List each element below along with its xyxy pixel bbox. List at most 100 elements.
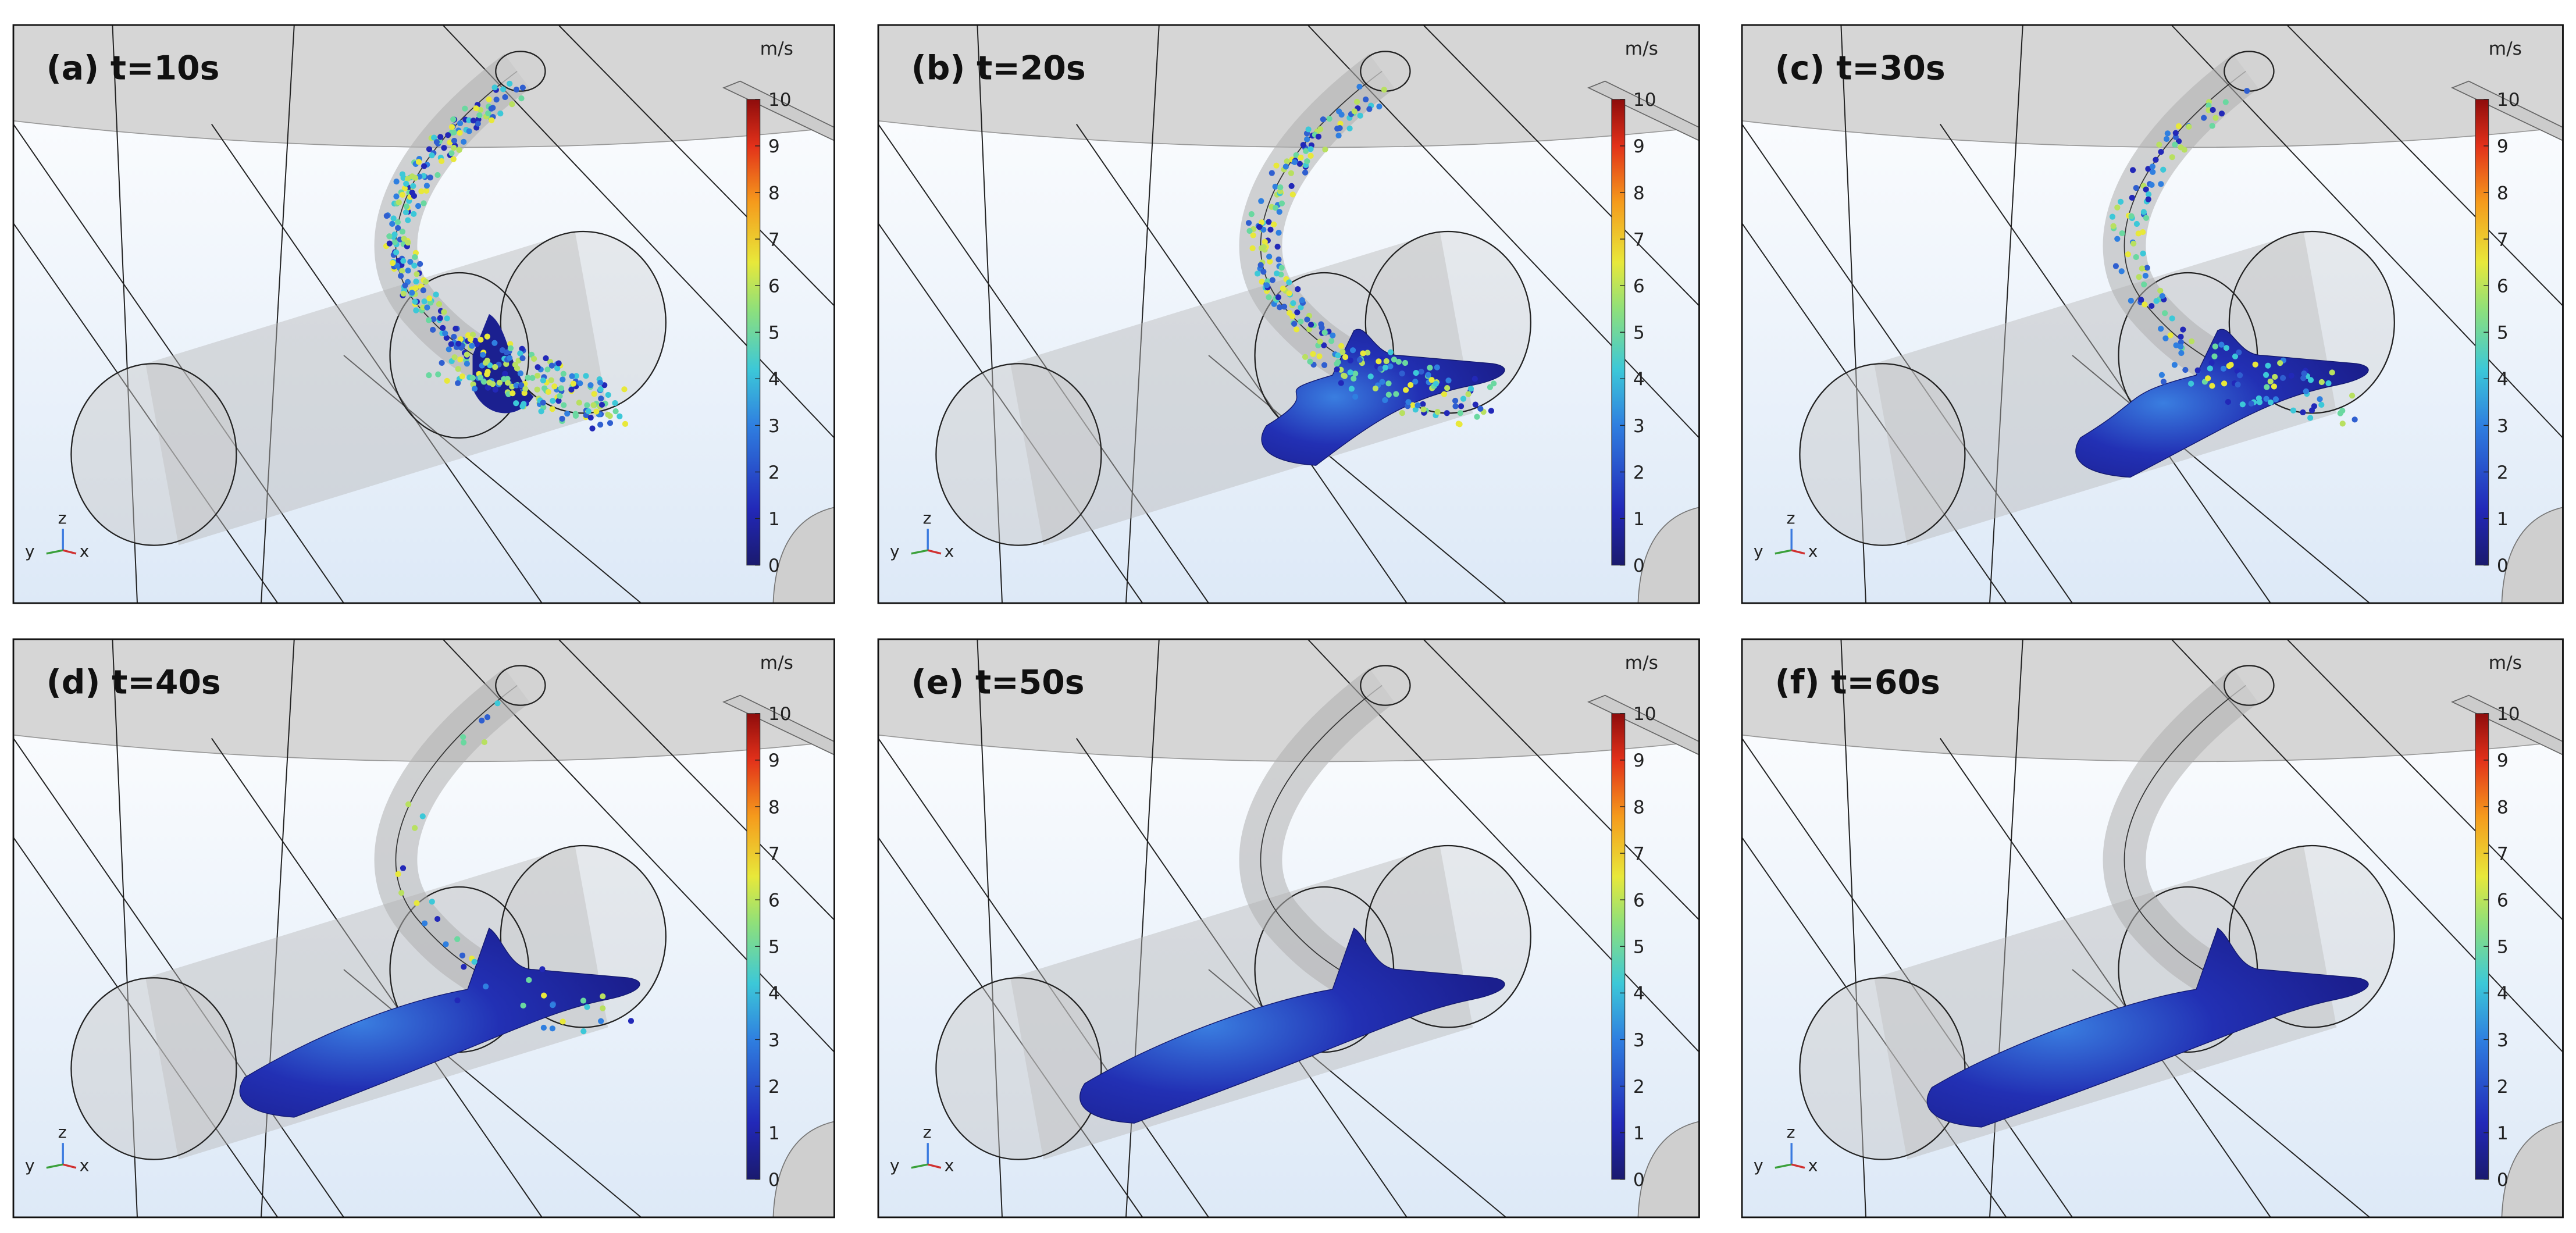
particle (2112, 263, 2119, 269)
colorbar-tick-label: 0 (2497, 555, 2509, 576)
particle (2139, 265, 2145, 272)
particle (393, 249, 400, 256)
particle (2163, 136, 2170, 142)
particle (2140, 229, 2146, 236)
particle (2225, 398, 2231, 405)
colorbar-tick-label: 7 (1633, 843, 1645, 864)
frame-line (878, 737, 1209, 1218)
particle (484, 714, 491, 721)
particle (1366, 106, 1373, 112)
particle (2178, 343, 2184, 350)
particle (448, 341, 454, 347)
particle (444, 377, 450, 384)
particle (398, 273, 404, 279)
particle (2307, 377, 2314, 383)
particle (394, 262, 400, 269)
particle (1420, 406, 1427, 413)
particle (1317, 338, 1323, 345)
particle (1474, 414, 1480, 420)
particle (450, 116, 457, 123)
frame-line (13, 837, 279, 1218)
particle (2308, 407, 2315, 414)
corner-shape (772, 1121, 835, 1218)
particle (2256, 399, 2263, 405)
colorbar-tick-label: 3 (2497, 416, 2509, 437)
particle (448, 124, 455, 130)
axis-label: y (25, 1156, 35, 1175)
colorbar-tick-label: 5 (2497, 323, 2509, 344)
colorbar-tick-label: 9 (1633, 750, 1645, 771)
particle (2160, 379, 2167, 385)
particle (1286, 290, 1292, 297)
particle (1298, 318, 1304, 325)
particle (481, 739, 488, 746)
particle (510, 390, 516, 397)
particle (413, 278, 419, 285)
particle (1337, 120, 1344, 127)
particle (2207, 365, 2213, 372)
particle (1249, 245, 1256, 251)
particle (1263, 282, 1270, 288)
particle (434, 172, 441, 179)
particle (2169, 154, 2175, 161)
particle (1399, 370, 1405, 377)
particle (590, 402, 597, 408)
frame-line (977, 24, 1003, 604)
particle (395, 871, 401, 878)
particle (480, 351, 486, 358)
particle (2303, 388, 2309, 394)
colorbar-tick-label: 1 (1633, 509, 1645, 530)
particle (569, 373, 575, 379)
particle (1338, 380, 1344, 386)
particle (1272, 183, 1278, 190)
particle (1302, 169, 1309, 176)
frame-line (211, 123, 543, 604)
particle (457, 356, 464, 363)
colorbar-tick-label: 9 (768, 136, 780, 157)
particle (2206, 102, 2212, 109)
particle (446, 346, 452, 352)
frame-line (112, 639, 138, 1218)
particle (2337, 410, 2343, 416)
particle (2169, 315, 2175, 322)
particle (401, 185, 408, 192)
particle (1420, 401, 1426, 407)
particle (439, 359, 445, 366)
particle (597, 386, 604, 393)
particle (2125, 251, 2131, 258)
particle (2133, 185, 2139, 191)
fluid-plume (1926, 927, 2369, 1128)
panel-label: (d) t=40s (47, 664, 221, 702)
colorbar-tick-label: 7 (2497, 843, 2509, 864)
colorbar-tick-label: 4 (1633, 369, 1645, 390)
particle (1452, 397, 1459, 404)
particle (551, 383, 558, 390)
colorbar-unit: m/s (760, 653, 793, 673)
frame-line (878, 223, 1143, 604)
particle (577, 380, 583, 387)
tube-inlet (2224, 665, 2275, 706)
particle (490, 105, 496, 111)
particle (386, 240, 393, 247)
particle (540, 377, 547, 384)
particle (456, 147, 462, 154)
particle (2209, 123, 2215, 129)
particle (1346, 125, 1353, 131)
particle (1320, 116, 1327, 123)
particle (467, 336, 473, 343)
particle (597, 422, 604, 428)
frame-line (1840, 24, 1866, 604)
particle (1328, 338, 1335, 344)
particle (2212, 343, 2218, 350)
particle (419, 813, 426, 819)
particle (2182, 366, 2189, 373)
particle (2157, 287, 2164, 294)
particle (1335, 359, 1341, 365)
particle (2110, 223, 2117, 229)
particle (457, 336, 464, 343)
panel: (c) t=30s m/s 0 1 2 3 4 5 6 7 8 9 10 z y x (1741, 24, 2564, 604)
panel: (e) t=50s m/s 0 1 2 3 4 5 6 7 8 9 10 z y x (877, 638, 1700, 1218)
particle (473, 105, 479, 112)
particle (501, 376, 507, 382)
particle (420, 287, 426, 294)
